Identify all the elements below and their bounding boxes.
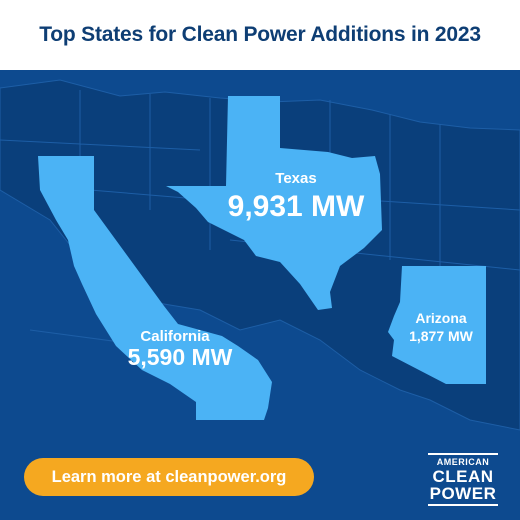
logo-line-power: POWER	[428, 485, 498, 506]
california-value: 5,590 MW	[127, 344, 233, 370]
logo-line-american: AMERICAN	[428, 453, 498, 467]
arizona-label: Arizona	[415, 310, 467, 326]
acp-logo: AMERICAN CLEAN POWER	[428, 453, 498, 506]
learn-more-button[interactable]: Learn more at cleanpower.org	[24, 458, 314, 496]
us-map	[0, 79, 520, 431]
texas-label: Texas	[275, 170, 317, 187]
header: Top States for Clean Power Additions in …	[0, 0, 520, 70]
us-map-panel: Texas 9,931 MW California 5,590 MW Arizo…	[0, 70, 520, 520]
california-shape	[38, 156, 272, 420]
california-label: California	[140, 328, 210, 345]
texas-value: 9,931 MW	[227, 190, 365, 223]
page-title: Top States for Clean Power Additions in …	[39, 23, 481, 46]
arizona-value: 1,877 MW	[409, 328, 473, 344]
texas-shape	[166, 96, 382, 310]
arizona-shape	[388, 266, 486, 384]
logo-line-clean: CLEAN	[432, 467, 494, 486]
